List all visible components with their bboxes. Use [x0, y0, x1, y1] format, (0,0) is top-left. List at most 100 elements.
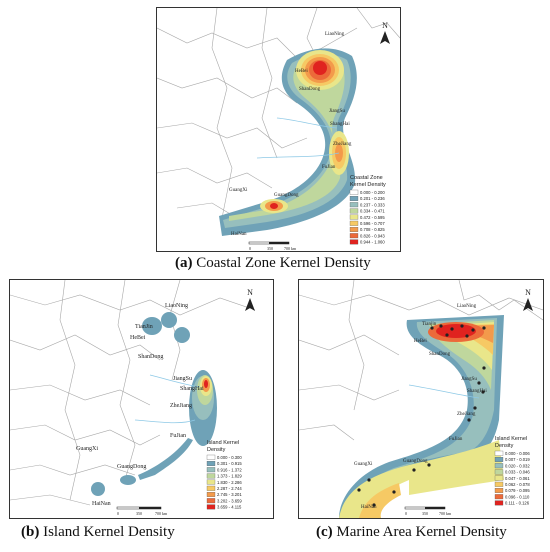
scale-350: 350 — [267, 246, 273, 251]
legend-swatch — [349, 208, 359, 214]
label-liaoning: LiaoNing — [325, 32, 345, 37]
label-zhejiang: ZheJiang — [457, 412, 476, 417]
legend: Island Kernel Density 0.000 - 0.0060.007… — [494, 436, 530, 506]
caption-a: (a) Coastal Zone Kernel Density — [175, 255, 371, 272]
label-guangdong: GuangDong — [403, 459, 428, 464]
scale-bar: 0 350 700 km — [404, 506, 452, 516]
legend-swatch — [494, 450, 504, 456]
legend-label: 0.111 - 0.126 — [505, 501, 530, 506]
legend-swatch — [349, 214, 359, 220]
legend-swatch — [494, 500, 504, 506]
label-jiangsu: JiangSu — [461, 377, 477, 382]
legend-swatch — [206, 485, 216, 491]
legend-swatch — [494, 494, 504, 500]
legend-swatch — [349, 220, 359, 226]
label-jiangsu: JiangSu — [329, 109, 345, 114]
caption-b-letter: (b) — [21, 524, 40, 540]
label-fujian: FuJian — [170, 433, 186, 439]
label-jiangsu: JiangSu — [173, 376, 192, 382]
legend-label: 0.000 - 0.300 — [217, 455, 242, 460]
legend: Island Kernel Density 0.000 - 0.3000.301… — [206, 440, 242, 510]
legend-swatch — [206, 504, 216, 510]
scale-700: 700 km — [284, 246, 297, 251]
scale-350: 350 — [422, 511, 428, 516]
province-boundaries — [299, 280, 543, 441]
label-tianjin: Tianjin — [422, 322, 437, 327]
coastal-zone-svg: N LiaoNing HeBei ShanDong JiangSu ShangH… — [157, 8, 400, 251]
marine-area-map: N LiaoNing HeBei ShanDong JiangSu ShangH… — [298, 279, 544, 519]
legend-title: Island Kernel — [207, 440, 239, 446]
rivers — [408, 384, 480, 399]
legend-swatch — [494, 457, 504, 462]
scale-700: 700 km — [155, 511, 168, 516]
label-shandong: ShanDong — [138, 354, 163, 360]
marine-area-svg: N LiaoNing HeBei ShanDong JiangSu ShangH… — [299, 280, 543, 518]
north-arrow: N — [380, 21, 390, 44]
legend-title-2: Kernel Density — [350, 182, 386, 188]
label-hainan: HaiNan — [92, 501, 111, 507]
label-hebei: HeBei — [295, 69, 308, 74]
legend-swatch — [349, 202, 359, 208]
legend-label: 0.237 - 0.333 — [360, 202, 385, 207]
north-arrow: N — [523, 288, 533, 311]
legend-swatch — [349, 233, 359, 239]
island-kernel-svg: N LiaoNing TianJin HeBei ShanDong JiangS… — [10, 280, 256, 516]
legend-title-2: Density — [495, 443, 514, 449]
label-tianjin: TianJin — [135, 324, 153, 330]
legend-swatch — [349, 189, 359, 195]
label-shanghai: ShangHai — [180, 386, 204, 392]
legend-title-2: Density — [207, 447, 226, 453]
coastal-density-band — [219, 48, 357, 236]
scale-0: 0 — [249, 246, 251, 251]
legend-swatch — [494, 463, 504, 469]
label-shandong: ShanDong — [299, 87, 321, 92]
legend: Coastal Zone Kernel Density 0.000 - 0.20… — [349, 175, 386, 245]
label-shandong: ShanDong — [429, 352, 451, 357]
legend-swatch — [206, 492, 216, 497]
scale-bar: 0 350 700 km — [116, 506, 168, 516]
legend-swatch — [494, 475, 504, 481]
legend-label: 0.916 - 1.372 — [217, 467, 242, 472]
scale-bar: 0 350 700 km — [248, 241, 297, 251]
legend-label: 0.047 - 0.061 — [505, 476, 530, 481]
rivers — [256, 117, 340, 159]
legend-label: 1.373 - 1.829 — [217, 474, 242, 479]
label-shanghai: ShangHai — [467, 389, 487, 394]
place-labels: LiaoNing HeBei ShanDong JiangSu ShangHai… — [229, 32, 352, 237]
legend-label: 0.472 - 0.595 — [360, 215, 385, 220]
legend-label: 0.944 - 1.060 — [360, 240, 385, 245]
legend-title: Island Kernel — [495, 436, 527, 442]
place-labels: LiaoNing HeBei ShanDong JiangSu ShangHai… — [354, 304, 487, 510]
legend-swatch — [494, 481, 504, 487]
label-guangdong: GuangDong — [274, 193, 299, 198]
north-label: N — [247, 288, 253, 297]
legend-label: 0.062 - 0.078 — [505, 482, 530, 487]
label-zhejiang: ZheJiang — [333, 142, 352, 147]
legend-swatch — [206, 467, 216, 473]
legend-label: 0.334 - 0.471 — [360, 209, 385, 214]
coastal-zone-map: N LiaoNing HeBei ShanDong JiangSu ShangH… — [156, 7, 401, 252]
scale-0: 0 — [405, 511, 407, 516]
caption-b: (b) Island Kernel Density — [21, 524, 175, 541]
label-shanghai: ShangHai — [330, 122, 350, 127]
marine-density — [339, 315, 504, 518]
legend-swatch — [494, 469, 504, 475]
legend-label: 0.708 - 0.825 — [360, 227, 385, 232]
legend-swatch — [206, 498, 216, 504]
legend-label: 0.301 - 0.915 — [217, 461, 242, 466]
label-liaoning: LiaoNing — [165, 303, 188, 309]
label-fujian: FuJian — [449, 437, 463, 442]
caption-c-text: Marine Area Kernel Density — [332, 524, 507, 540]
legend-label: 3.202 - 3.659 — [217, 498, 242, 503]
legend-swatch — [206, 473, 216, 479]
label-hebei: HeBei — [414, 339, 427, 344]
legend-swatch — [206, 454, 216, 460]
label-hainan: HaiNan — [361, 505, 377, 510]
legend-title: Coastal Zone — [350, 175, 383, 181]
caption-a-text: Coastal Zone Kernel Density — [192, 255, 371, 271]
legend-swatch — [349, 196, 359, 201]
legend-label: 1.830 - 2.286 — [217, 480, 242, 485]
legend-label: 0.201 - 0.236 — [360, 196, 385, 201]
legend-label: 0.596 - 0.707 — [360, 221, 385, 226]
